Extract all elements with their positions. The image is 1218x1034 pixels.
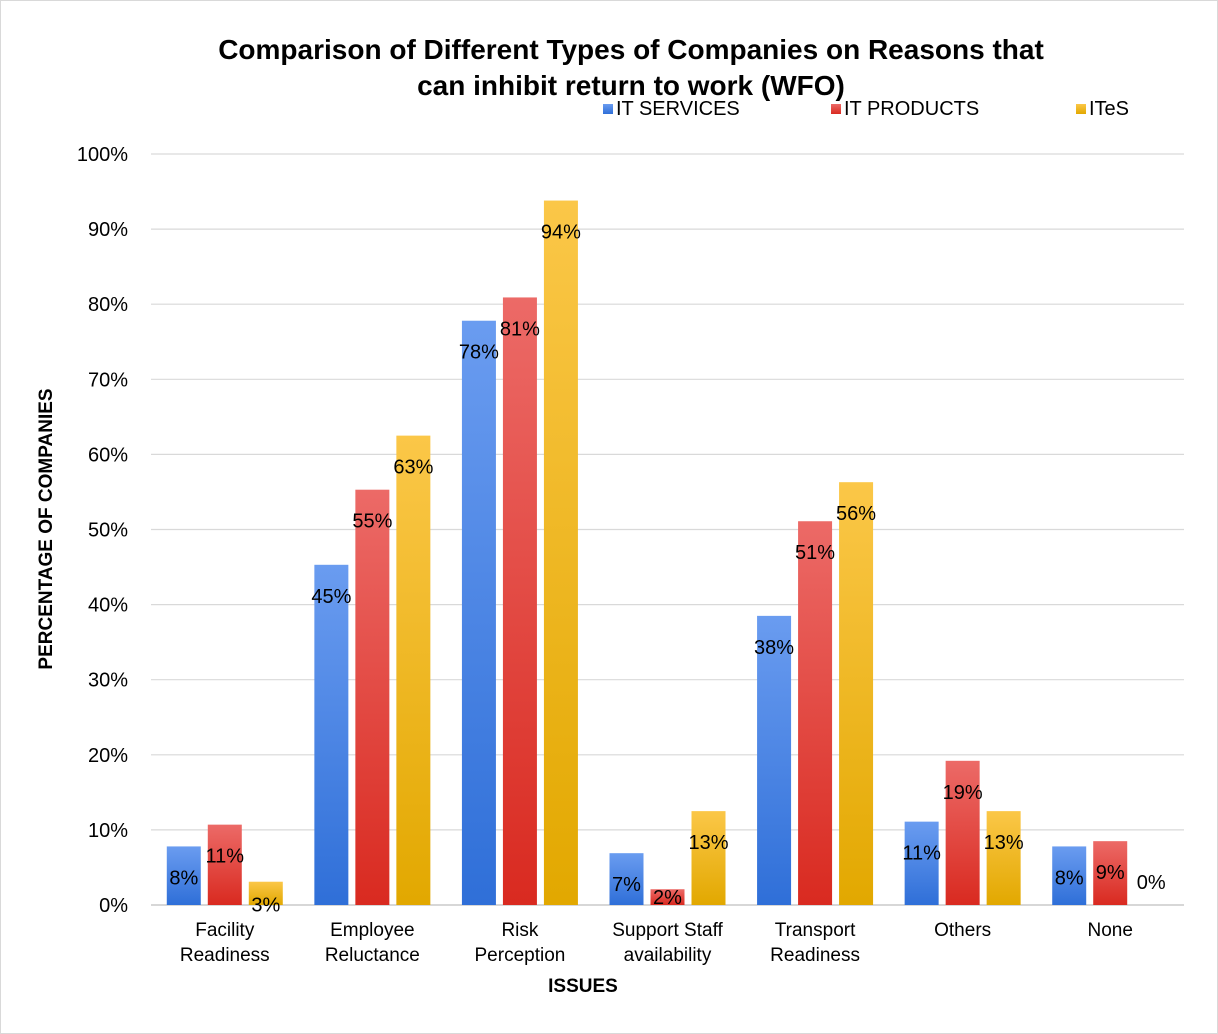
x-category-label: Readiness: [180, 945, 270, 966]
bar: [609, 853, 644, 905]
bar: [1052, 846, 1087, 905]
data-label: 2%: [653, 887, 682, 909]
legend-swatch: [603, 104, 613, 114]
x-category-label: Readiness: [770, 945, 860, 966]
data-label: 81%: [500, 318, 540, 340]
data-label: 45%: [311, 586, 351, 608]
x-category-label: Facility: [195, 920, 255, 941]
y-tick-label: 90%: [88, 219, 128, 241]
y-axis-title: PERCENTAGE OF COMPANIES: [36, 388, 57, 669]
legend-swatch: [831, 104, 841, 114]
y-tick-label: 10%: [88, 820, 128, 842]
legend-label: IT SERVICES: [616, 98, 740, 120]
data-labels: 8% 11% 3% 45% 55% 63% 78%81% 94% 7% 2% 13% 38% 51%56…: [169, 222, 1166, 917]
x-axis-title: ISSUES: [548, 976, 618, 997]
data-label: 9%: [1096, 862, 1125, 884]
x-category-label: availability: [624, 945, 712, 966]
data-label: 13%: [688, 832, 728, 854]
gridlines: [151, 153, 1184, 906]
data-label: 56%: [836, 503, 876, 525]
y-tick-label: 20%: [88, 745, 128, 767]
chart-title-line-1: Comparison of Different Types of Compani…: [218, 34, 1044, 65]
data-label: 55%: [352, 511, 392, 533]
data-label: 94%: [541, 222, 581, 244]
data-label: 7%: [612, 874, 641, 896]
legend: IT SERVICES IT PRODUCTS ITeS: [603, 98, 1129, 120]
bar: [543, 200, 578, 905]
legend-label: IT PRODUCTS: [844, 98, 979, 120]
y-tick-label: 50%: [88, 520, 128, 542]
x-category-label: Reluctance: [325, 945, 420, 966]
x-category-label: Perception: [475, 945, 566, 966]
x-category-label: Support Staff: [612, 920, 723, 941]
data-label: 38%: [754, 637, 794, 659]
bar: [945, 760, 980, 905]
x-category-label: Risk: [501, 920, 538, 941]
data-label: 13%: [984, 832, 1024, 854]
bar: [355, 489, 390, 905]
bar: [502, 297, 537, 905]
data-label: 78%: [459, 342, 499, 364]
bar: [986, 811, 1021, 905]
bar: [904, 821, 939, 905]
y-tick-label: 60%: [88, 444, 128, 466]
x-axis-category-labels: Facility Readiness Employee Reluctance Risk P…: [180, 920, 1133, 966]
data-label: 8%: [169, 867, 198, 889]
bar: [1093, 841, 1128, 905]
data-label: 63%: [393, 457, 433, 479]
bars: [166, 200, 1128, 905]
x-category-label: None: [1088, 920, 1133, 941]
data-label: 8%: [1055, 867, 1084, 889]
x-category-label: Others: [934, 920, 991, 941]
data-label: 3%: [251, 894, 280, 916]
y-tick-label: 100%: [77, 144, 128, 166]
data-label: 0%: [1137, 872, 1166, 894]
y-tick-label: 40%: [88, 595, 128, 617]
bar: [314, 564, 349, 905]
y-tick-label: 70%: [88, 369, 128, 391]
bar: [650, 889, 685, 905]
y-axis-tick-labels: 0% 10% 20% 30% 40% 50% 60% 70% 80% 90% 100%: [77, 144, 128, 917]
bar: [461, 320, 496, 905]
y-tick-label: 0%: [99, 895, 128, 917]
y-tick-label: 30%: [88, 670, 128, 692]
bar: [207, 824, 242, 905]
bar: [248, 881, 283, 905]
bar: [839, 482, 874, 905]
x-category-label: Employee: [330, 920, 415, 941]
data-label: 11%: [902, 843, 941, 865]
x-category-label: Transport: [775, 920, 856, 941]
bar: [396, 435, 431, 905]
bar: [798, 521, 833, 905]
bar: [691, 811, 726, 905]
y-tick-label: 80%: [88, 294, 128, 316]
chart-title-line-2: can inhibit return to work (WFO): [417, 70, 845, 101]
data-label: 11%: [206, 846, 245, 868]
bar: [757, 615, 792, 905]
legend-label: ITeS: [1089, 98, 1129, 120]
legend-swatch: [1076, 104, 1086, 114]
data-label: 51%: [795, 542, 835, 564]
data-label: 19%: [943, 782, 983, 804]
bar: [166, 846, 201, 905]
